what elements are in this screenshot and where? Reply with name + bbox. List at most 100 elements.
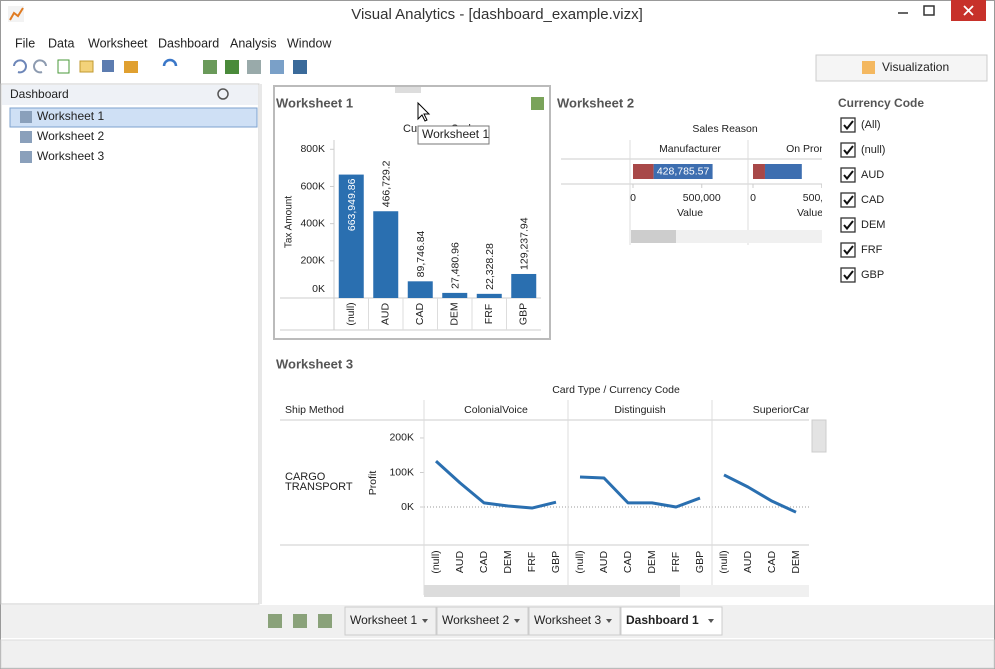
- tab[interactable]: [436, 606, 529, 636]
- checkbox[interactable]: [840, 117, 856, 133]
- menu-item[interactable]: File: [15, 36, 35, 50]
- scroll-thumb-h[interactable]: [424, 585, 680, 597]
- tab-tool-icon[interactable]: [293, 614, 307, 628]
- sidebar-item[interactable]: Worksheet 1: [37, 109, 104, 123]
- panel-header: Manufacturer: [659, 143, 721, 155]
- filter-item[interactable]: (null): [861, 144, 885, 156]
- x-tick-label: GBP: [550, 551, 562, 573]
- tab[interactable]: [528, 606, 621, 636]
- x-tick-label: 0: [630, 192, 636, 204]
- sidebar-item[interactable]: Worksheet 3: [37, 149, 104, 163]
- tab-tool-icon[interactable]: [318, 614, 332, 628]
- value-label: 129,237.94: [519, 217, 531, 270]
- x-tick-label: DEM: [646, 550, 658, 573]
- menu-item[interactable]: Analysis: [230, 36, 277, 50]
- tab-dropdown[interactable]: [514, 619, 520, 623]
- x-tick-label: 500,000: [683, 192, 721, 204]
- bar: [373, 211, 399, 298]
- tab-label[interactable]: Worksheet 3: [534, 613, 601, 627]
- y-axis-label: Tax Amount: [284, 196, 295, 248]
- filter-item[interactable]: CAD: [861, 194, 884, 206]
- x-tick-label: (null): [345, 302, 357, 325]
- sheet-icon[interactable]: [531, 97, 544, 110]
- x-tick-label: (null): [430, 550, 442, 573]
- x-axis-label: Value: [677, 207, 703, 219]
- sidebar: [0, 83, 260, 605]
- ribbon-tab[interactable]: Visualization: [882, 60, 949, 74]
- menu-item[interactable]: Data: [48, 36, 74, 50]
- tab-label[interactable]: Worksheet 2: [442, 613, 509, 627]
- selected-row: [9, 107, 258, 128]
- filter-item[interactable]: FRF: [861, 244, 883, 256]
- tooltip: Worksheet 1: [422, 127, 489, 141]
- sidebar-header: [2, 85, 258, 105]
- bar-segment: [764, 164, 802, 179]
- window-controls[interactable]: [898, 0, 986, 21]
- window-title: Visual Analytics - [dashboard_example.vi…: [351, 6, 643, 23]
- checkmark[interactable]: [843, 195, 854, 206]
- tab-label[interactable]: Dashboard 1: [626, 613, 699, 627]
- row-label: CARGO TRANSPORT: [285, 472, 353, 493]
- scroll-thumb-v[interactable]: [811, 419, 827, 453]
- menu-item[interactable]: Dashboard: [158, 36, 219, 50]
- filter-item[interactable]: GBP: [861, 269, 884, 281]
- row-header: Ship Method: [285, 404, 344, 416]
- toolbar-icons[interactable]: [13, 58, 307, 74]
- checkbox[interactable]: [840, 267, 856, 283]
- y-axis-label: Profit: [367, 471, 379, 496]
- y-tick-label: 200K: [389, 432, 414, 444]
- app-icon: [8, 6, 24, 22]
- x-tick-label: GBP: [518, 303, 530, 325]
- value-label: 428,785.57: [657, 165, 710, 177]
- sheet-icon: [20, 151, 32, 163]
- checkbox[interactable]: [840, 142, 856, 158]
- y-tick-label: 400K: [300, 217, 325, 229]
- scroll-thumb[interactable]: [631, 230, 676, 243]
- y-tick-label: 600K: [300, 180, 325, 192]
- checkbox[interactable]: [840, 192, 856, 208]
- value-label: 27,480.96: [450, 242, 462, 289]
- checkmark[interactable]: [843, 220, 854, 231]
- menu-item[interactable]: Worksheet: [88, 36, 148, 50]
- value-label: 89,746.84: [415, 230, 427, 277]
- filter-item[interactable]: DEM: [861, 219, 885, 231]
- filter-item[interactable]: (All): [861, 119, 881, 131]
- bar-segment: [653, 164, 713, 179]
- tab-dropdown[interactable]: [606, 619, 612, 623]
- worksheet2-plot: Manufacturer 428,785.57 0 500,000 Value On Pr…: [561, 140, 823, 245]
- ribbon-tab-bg[interactable]: [815, 54, 988, 82]
- splitter[interactable]: [259, 84, 262, 604]
- sidebar-item[interactable]: Worksheet 2: [37, 129, 104, 143]
- scroll-track[interactable]: [631, 230, 822, 243]
- checkbox[interactable]: [840, 242, 856, 258]
- x-axis-label: Value: [797, 207, 823, 219]
- tab[interactable]: [344, 606, 437, 636]
- menu-item[interactable]: Window: [287, 36, 332, 50]
- worksheet3-plot: ColonialVoice (null) AUD CAD DEM FRF GBP Distin…: [280, 400, 809, 595]
- filter-item[interactable]: AUD: [861, 169, 884, 181]
- tab-label[interactable]: Worksheet 1: [350, 613, 417, 627]
- tab[interactable]: [620, 606, 723, 636]
- worksheet-title: Worksheet 3: [276, 356, 353, 371]
- x-tick-label: DEM: [790, 550, 802, 573]
- line-series: [579, 475, 701, 509]
- checkmark[interactable]: [843, 245, 854, 256]
- checkmark[interactable]: [843, 170, 854, 181]
- bar: [476, 293, 502, 298]
- tab-tool-icon[interactable]: [268, 614, 282, 628]
- checkbox[interactable]: [840, 167, 856, 183]
- x-tick-label: CAD: [414, 302, 426, 325]
- bar: [407, 281, 433, 298]
- checkmark[interactable]: [843, 145, 854, 156]
- tab-dropdown[interactable]: [708, 619, 714, 623]
- x-tick-label: (null): [718, 550, 730, 573]
- checkbox[interactable]: [840, 217, 856, 233]
- value-label: 22,328.28: [484, 243, 496, 290]
- y-tick-label: 0K: [401, 501, 414, 513]
- search-icon[interactable]: [217, 88, 229, 100]
- checkmark[interactable]: [843, 120, 854, 131]
- drag-grip[interactable]: [395, 87, 421, 93]
- tab-dropdown[interactable]: [422, 619, 428, 623]
- y-tick-label: 100K: [389, 466, 414, 478]
- checkmark[interactable]: [843, 270, 854, 281]
